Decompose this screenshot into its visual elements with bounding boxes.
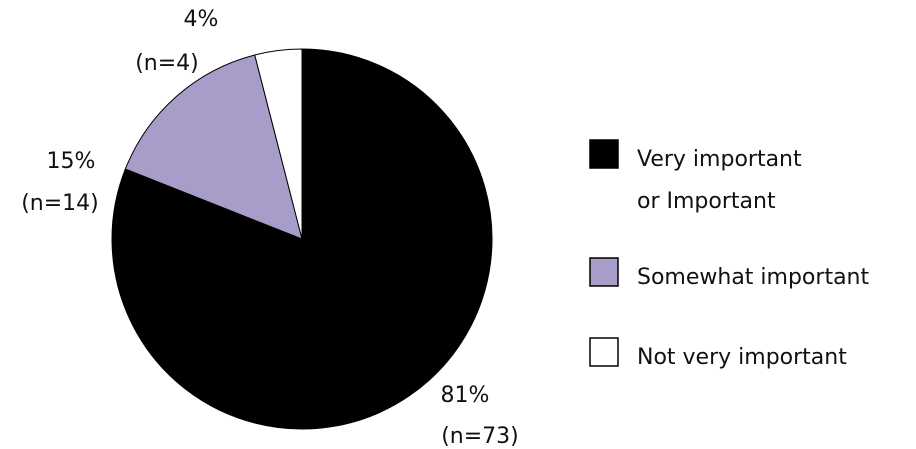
slice-label-very-important-percent: 81%: [441, 383, 490, 408]
pie-slice-not-very-important: [254, 48, 303, 240]
slice-label-somewhat-important: 15% (n=14): [21, 149, 99, 216]
legend-label-very-important-line2: or Important: [637, 189, 776, 214]
legend-item-somewhat-important: Somewhat important: [589, 257, 869, 290]
legend-item-very-important: Very important or Important: [589, 139, 802, 214]
legend-swatch-not-very-important: [589, 337, 619, 367]
legend-swatch-very-important: [589, 139, 619, 169]
legend-label-very-important-line1: Very important: [637, 147, 802, 172]
slice-label-not-very-important: 4% (n=4): [135, 7, 218, 76]
slice-label-very-important: 81% (n=73): [441, 383, 519, 449]
pie-slice-somewhat-important: [124, 54, 303, 240]
pie-slices: [111, 48, 493, 430]
legend-label-somewhat-important: Somewhat important: [637, 265, 869, 290]
slice-label-somewhat-important-percent: 15%: [47, 149, 96, 174]
slice-label-not-very-important-n: (n=4): [135, 51, 199, 76]
legend-label-not-very-important: Not very important: [637, 345, 847, 370]
slice-label-very-important-n: (n=73): [441, 424, 519, 449]
legend-item-not-very-important: Not very important: [589, 337, 847, 370]
slice-label-somewhat-important-n: (n=14): [21, 191, 99, 216]
legend-swatch-somewhat-important: [589, 257, 619, 287]
slice-label-not-very-important-percent: 4%: [184, 7, 219, 32]
legend: Very important or Important Somewhat imp…: [589, 139, 869, 370]
